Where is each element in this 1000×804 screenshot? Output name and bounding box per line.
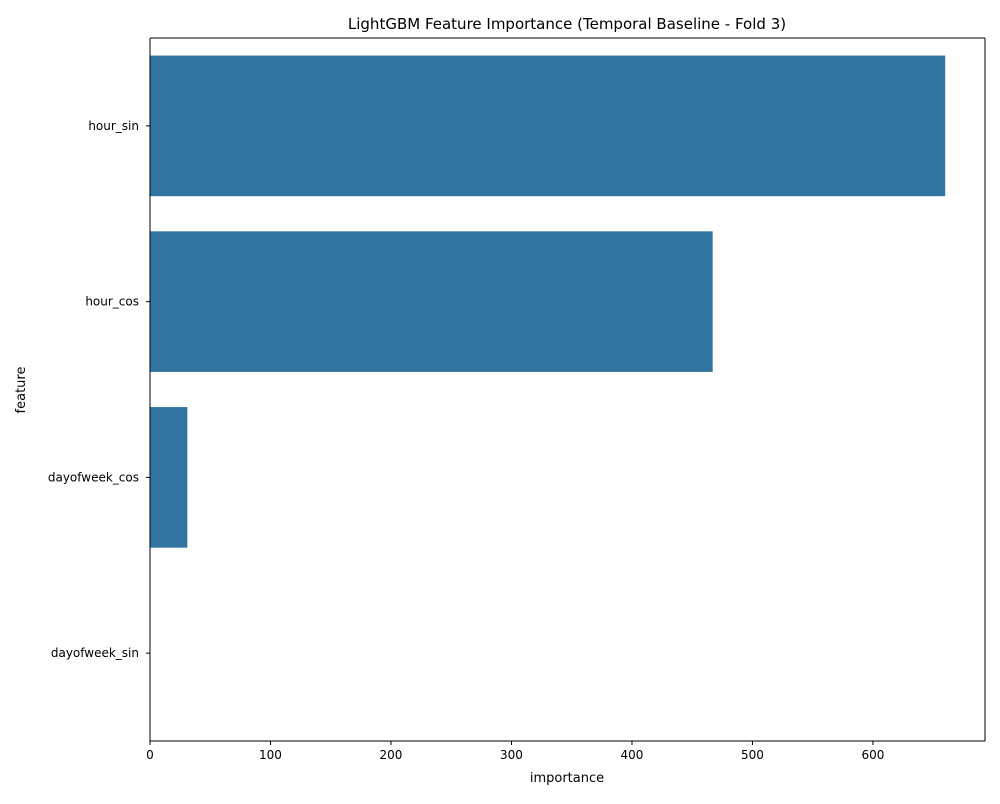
bar-dayofweek-cos [150, 407, 188, 548]
x-axis-label: importance [530, 771, 604, 786]
x-tick-label: 200 [380, 748, 403, 762]
y-tick-label-hour-sin: hour_sin [88, 119, 139, 133]
y-tick-label-dayofweek-sin: dayofweek_sin [51, 646, 139, 660]
y-tick-label-dayofweek-cos: dayofweek_cos [48, 470, 139, 484]
y-axis-label: feature [14, 367, 29, 414]
y-tick-label-hour-cos: hour_cos [85, 295, 139, 309]
axes-layer [149, 37, 986, 742]
y-ticks: hour_sin hour_cos dayofweek_cos dayofweek_s… [48, 119, 150, 660]
x-tick-label: 300 [500, 748, 523, 762]
chart-title: LightGBM Feature Importance (Temporal Ba… [348, 15, 786, 33]
x-tick-label: 0 [146, 748, 154, 762]
x-tick-label: 500 [741, 748, 764, 762]
bars-layer [150, 55, 946, 548]
x-ticks: 0 100 200 300 400 500 600 [146, 741, 884, 762]
x-tick-label: 600 [861, 748, 884, 762]
x-tick-label: 400 [621, 748, 644, 762]
x-tick-label: 100 [259, 748, 282, 762]
bar-hour-cos [150, 231, 713, 372]
bar-hour-sin [150, 55, 946, 197]
